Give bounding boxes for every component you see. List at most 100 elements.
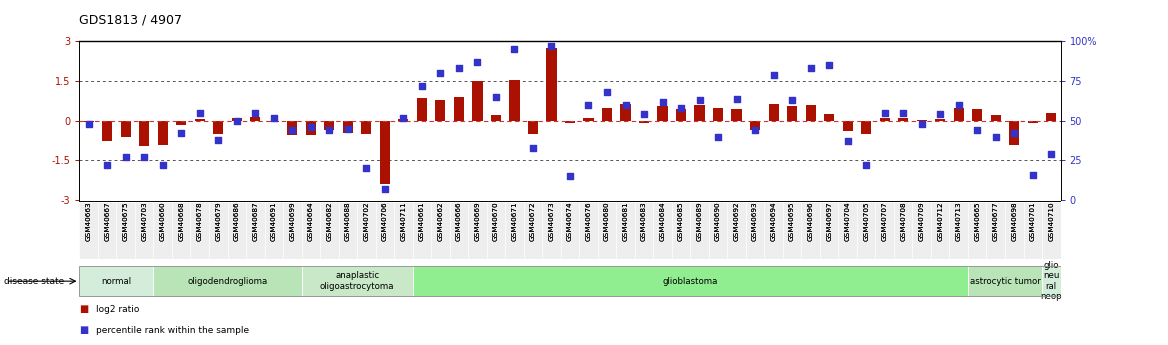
Text: GSM40695: GSM40695 [790, 202, 795, 242]
Bar [454, 97, 464, 121]
Text: GSM40689: GSM40689 [696, 202, 703, 242]
Text: GSM40692: GSM40692 [734, 202, 739, 242]
Text: GSM40690: GSM40690 [715, 201, 721, 241]
Text: GSM40675: GSM40675 [123, 202, 128, 242]
Bar [653, 202, 672, 259]
Bar [709, 202, 728, 259]
Point [301, 124, 320, 130]
Text: GSM40675: GSM40675 [123, 201, 128, 241]
Bar [1023, 202, 1042, 259]
Bar [936, 119, 945, 121]
Text: GSM40711: GSM40711 [401, 202, 406, 242]
Bar [547, 48, 557, 121]
Point [376, 186, 395, 192]
Bar [801, 202, 820, 259]
Bar [487, 202, 506, 259]
Text: GSM40703: GSM40703 [141, 201, 147, 241]
Text: GSM40699: GSM40699 [290, 202, 296, 242]
Text: GSM40710: GSM40710 [1049, 202, 1055, 242]
Text: GSM40683: GSM40683 [641, 201, 647, 241]
Text: GSM40693: GSM40693 [752, 202, 758, 242]
Point [209, 137, 228, 142]
Point [134, 155, 153, 160]
Bar [658, 106, 668, 121]
Text: GSM40679: GSM40679 [215, 202, 221, 242]
Point [690, 97, 709, 103]
Bar [325, 121, 334, 130]
Text: GSM40673: GSM40673 [549, 201, 555, 241]
Text: GSM40703: GSM40703 [141, 202, 147, 242]
Bar [842, 121, 853, 131]
Text: GSM40696: GSM40696 [807, 202, 814, 242]
Point [672, 105, 690, 111]
Bar [361, 121, 371, 134]
Point [487, 94, 506, 100]
Bar [561, 202, 579, 259]
Point [617, 102, 635, 108]
Point [950, 102, 968, 108]
Point [505, 47, 523, 52]
Bar [283, 202, 301, 259]
Bar [579, 202, 598, 259]
Text: GSM40682: GSM40682 [326, 201, 333, 241]
Bar [472, 81, 482, 121]
Bar [987, 202, 1004, 259]
Point [450, 66, 468, 71]
Point [1042, 151, 1061, 157]
Bar [412, 202, 431, 259]
Text: GSM40682: GSM40682 [326, 202, 333, 242]
Text: GSM40672: GSM40672 [530, 201, 536, 241]
Bar [583, 118, 593, 121]
Bar [528, 121, 538, 134]
Text: GSM40670: GSM40670 [493, 201, 499, 241]
Bar [98, 202, 117, 259]
Bar [380, 121, 390, 184]
Point [431, 70, 450, 76]
Text: GSM40664: GSM40664 [308, 201, 314, 241]
Bar [1009, 121, 1020, 145]
Text: GSM40681: GSM40681 [623, 201, 628, 241]
Bar [394, 202, 412, 259]
Bar [84, 121, 93, 122]
Point [839, 139, 857, 144]
Bar [764, 202, 783, 259]
Text: astrocytic tumor: astrocytic tumor [969, 277, 1041, 286]
Bar [342, 121, 353, 132]
Bar [209, 202, 228, 259]
Text: GSM40661: GSM40661 [419, 202, 425, 242]
Text: GSM40709: GSM40709 [919, 202, 925, 242]
Text: normal: normal [102, 277, 132, 286]
Text: GSM40702: GSM40702 [363, 202, 369, 242]
Bar [214, 121, 223, 134]
Text: GSM40713: GSM40713 [955, 202, 961, 242]
Text: GSM40691: GSM40691 [271, 201, 277, 241]
Text: GSM40667: GSM40667 [104, 202, 110, 242]
Text: GSM40666: GSM40666 [456, 201, 461, 241]
Text: GSM40688: GSM40688 [345, 202, 350, 242]
Point [968, 128, 987, 133]
Text: GSM40691: GSM40691 [271, 202, 277, 242]
Text: ■: ■ [79, 304, 89, 314]
Bar [746, 202, 764, 259]
Point [246, 110, 265, 116]
Text: GSM40707: GSM40707 [882, 202, 888, 242]
Bar [436, 100, 445, 121]
Text: GSM40676: GSM40676 [585, 202, 591, 242]
Point [412, 83, 431, 89]
Point [320, 128, 339, 133]
Text: GSM40689: GSM40689 [696, 201, 703, 241]
Text: GSM40681: GSM40681 [623, 202, 628, 242]
Text: GSM40707: GSM40707 [882, 201, 888, 241]
Text: GSM40677: GSM40677 [993, 202, 999, 242]
Point [1023, 172, 1042, 177]
Point [875, 110, 894, 116]
Text: GSM40686: GSM40686 [234, 202, 239, 242]
Bar [602, 108, 612, 121]
Bar [357, 202, 376, 259]
Text: GSM40712: GSM40712 [937, 202, 944, 242]
Text: GDS1813 / 4907: GDS1813 / 4907 [79, 14, 182, 27]
Text: GSM40713: GSM40713 [955, 201, 961, 241]
Text: GSM40693: GSM40693 [752, 201, 758, 241]
Bar [172, 202, 190, 259]
Text: GSM40674: GSM40674 [566, 202, 573, 242]
